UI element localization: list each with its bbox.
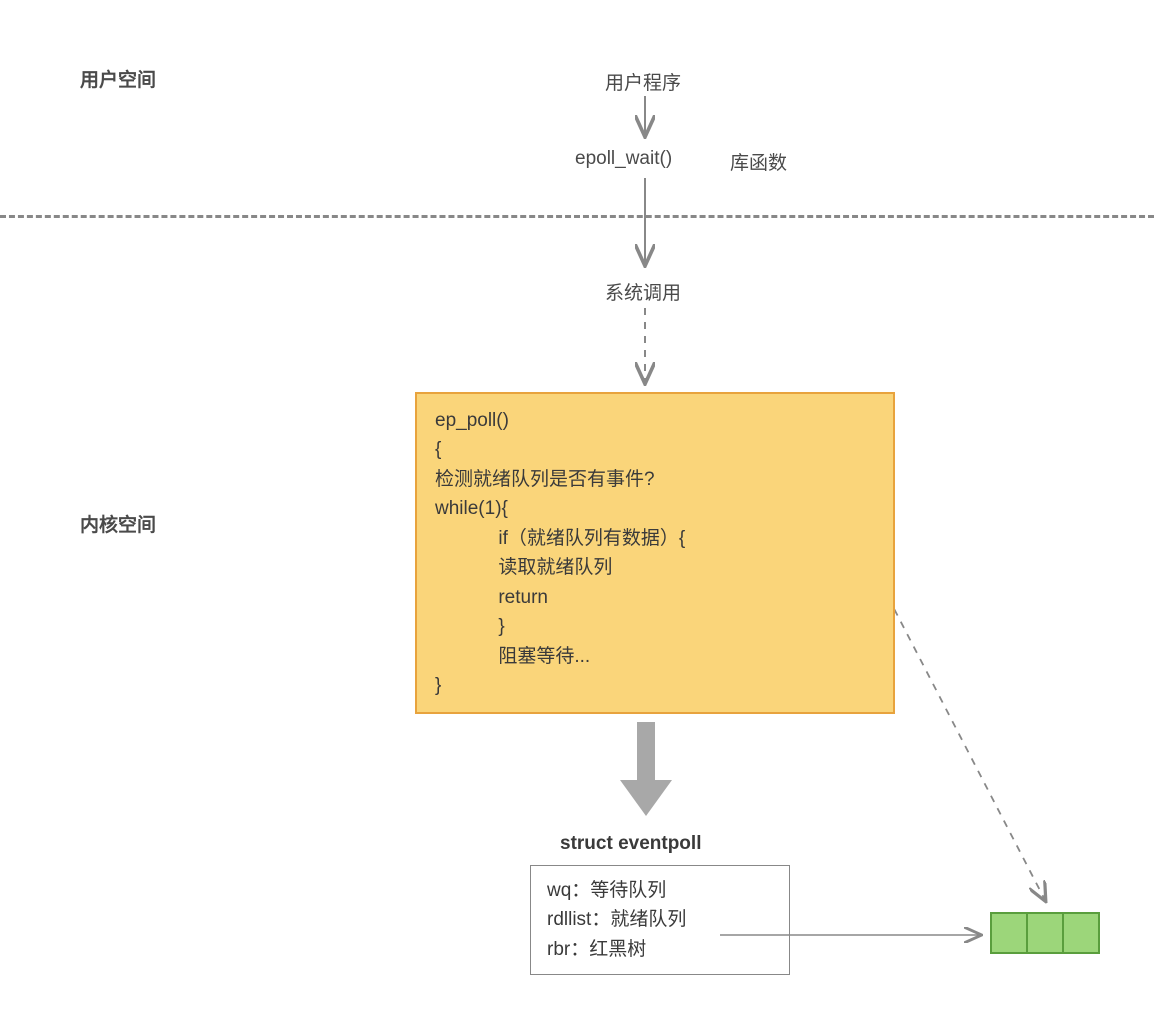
code-line-2: 检测就绪队列是否有事件?: [435, 469, 655, 490]
label-lib-func: 库函数: [730, 148, 787, 175]
struct-eventpoll-box: wq：等待队列 rdllist：就绪队列 rbr：红黑树: [530, 865, 790, 975]
code-line-3: while(1){: [435, 498, 508, 519]
queue-cell: [990, 912, 1028, 954]
code-line-6: return: [435, 587, 548, 608]
code-line-5: 读取就绪队列: [435, 557, 612, 578]
struct-field-rbr: rbr：红黑树: [547, 935, 773, 964]
label-user-space: 用户空间: [80, 65, 156, 92]
code-line-0: ep_poll(): [435, 410, 509, 431]
label-kernel-space: 内核空间: [80, 510, 156, 537]
label-syscall: 系统调用: [605, 278, 681, 305]
struct-field-rdllist: rdllist：就绪队列: [547, 905, 773, 934]
struct-field-wq: wq：等待队列: [547, 876, 773, 905]
label-epoll-wait: epoll_wait(): [575, 148, 672, 170]
code-line-9: }: [435, 675, 441, 696]
code-box-ep-poll: ep_poll() { 检测就绪队列是否有事件? while(1){ if（就绪…: [415, 392, 895, 714]
queue-cell: [1026, 912, 1064, 954]
code-line-8: 阻塞等待...: [435, 646, 590, 667]
diagram-root: 用户空间 内核空间 用户程序 epoll_wait() 库函数 系统调用 ep_…: [0, 0, 1154, 1014]
struct-eventpoll-title: struct eventpoll: [560, 833, 701, 855]
code-line-4: if（就绪队列有数据）{: [435, 528, 685, 549]
divider-user-kernel: [0, 215, 1154, 218]
label-user-program: 用户程序: [605, 68, 681, 95]
code-line-7: }: [435, 616, 505, 637]
code-line-1: {: [435, 439, 441, 460]
ready-queue-cells: [990, 912, 1100, 954]
queue-cell: [1062, 912, 1100, 954]
